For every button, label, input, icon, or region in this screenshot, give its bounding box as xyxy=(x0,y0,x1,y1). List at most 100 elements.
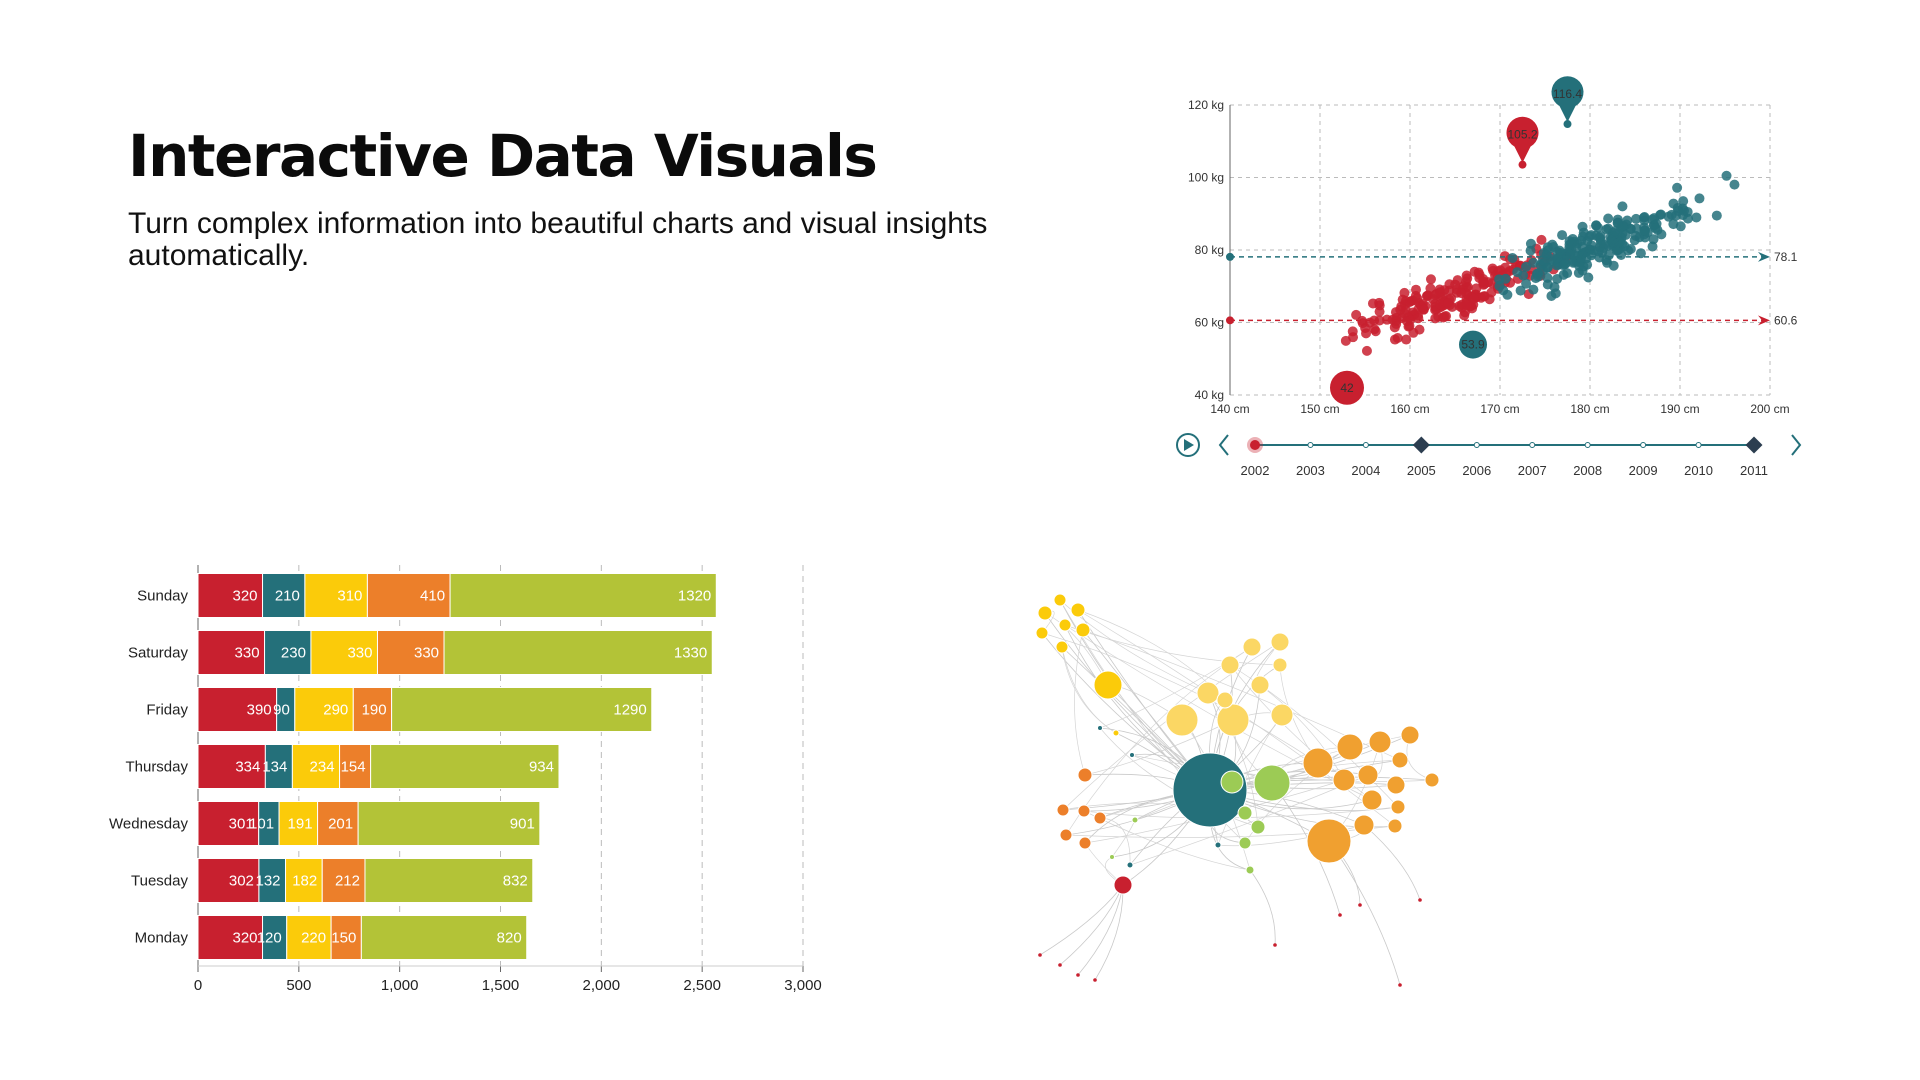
scatter-point[interactable] xyxy=(1649,213,1660,224)
scatter-point[interactable] xyxy=(1361,345,1372,356)
network-node[interactable] xyxy=(1129,752,1135,758)
network-node[interactable] xyxy=(1391,751,1409,769)
scatter-point[interactable] xyxy=(1593,222,1604,233)
scatter-point[interactable] xyxy=(1401,334,1412,345)
min-bubble[interactable] xyxy=(1330,370,1364,405)
bar-segment[interactable] xyxy=(366,573,451,618)
bar-segment[interactable] xyxy=(291,744,341,789)
bar-segment[interactable] xyxy=(197,630,266,675)
network-node[interactable] xyxy=(1237,805,1253,821)
network-node[interactable] xyxy=(1250,819,1266,835)
network-node[interactable] xyxy=(1093,670,1123,700)
bar-segment[interactable] xyxy=(370,744,560,789)
scatter-point[interactable] xyxy=(1347,326,1358,337)
scatter-point[interactable] xyxy=(1595,231,1606,242)
scatter-point[interactable] xyxy=(1586,250,1597,261)
scatter-point[interactable] xyxy=(1635,248,1646,259)
network-node[interactable] xyxy=(1424,772,1440,788)
network-leaf-node[interactable] xyxy=(1338,913,1342,917)
network-node[interactable] xyxy=(1272,657,1288,673)
bar-segment[interactable] xyxy=(357,801,541,846)
scatter-point[interactable] xyxy=(1521,278,1532,289)
scatter-point[interactable] xyxy=(1566,238,1577,249)
timeline-tick[interactable] xyxy=(1307,442,1314,448)
timeline-tick[interactable] xyxy=(1529,442,1536,448)
scatter-point[interactable] xyxy=(1569,250,1580,261)
scatter-point[interactable] xyxy=(1668,198,1679,209)
network-node[interactable] xyxy=(1238,836,1252,850)
bar-segment[interactable] xyxy=(286,915,332,960)
scatter-point[interactable] xyxy=(1507,252,1518,263)
scatter-point[interactable] xyxy=(1389,334,1400,345)
scatter-point[interactable] xyxy=(1444,279,1455,290)
scatter-point[interactable] xyxy=(1682,206,1693,217)
scatter-point[interactable] xyxy=(1668,219,1679,230)
scatter-point[interactable] xyxy=(1609,226,1620,237)
bar-segment[interactable] xyxy=(197,858,260,903)
network-node[interactable] xyxy=(1216,691,1234,709)
network-node[interactable] xyxy=(1113,875,1133,895)
bar-segment[interactable] xyxy=(294,687,354,732)
network-node[interactable] xyxy=(1245,865,1255,875)
network-node[interactable] xyxy=(1400,725,1420,745)
timeline-diamond-marker[interactable] xyxy=(1412,436,1430,454)
network-node[interactable] xyxy=(1368,730,1392,754)
network-node[interactable] xyxy=(1220,655,1240,675)
scatter-point[interactable] xyxy=(1461,300,1472,311)
scatter-point[interactable] xyxy=(1401,316,1412,327)
network-node[interactable] xyxy=(1390,799,1406,815)
network-node[interactable] xyxy=(1059,828,1073,842)
network-node[interactable] xyxy=(1302,747,1334,779)
network-node[interactable] xyxy=(1053,593,1067,607)
scatter-point[interactable] xyxy=(1397,294,1408,305)
network-node[interactable] xyxy=(1336,733,1364,761)
network-node[interactable] xyxy=(1058,618,1072,632)
scatter-point[interactable] xyxy=(1554,245,1565,256)
network-node[interactable] xyxy=(1131,816,1139,824)
bar-segment[interactable] xyxy=(262,573,306,618)
scatter-point[interactable] xyxy=(1640,225,1651,236)
scatter-point[interactable] xyxy=(1586,240,1597,251)
network-node[interactable] xyxy=(1270,632,1290,652)
network-node[interactable] xyxy=(1253,764,1291,802)
scatter-point[interactable] xyxy=(1559,259,1570,270)
scatter-point[interactable] xyxy=(1412,293,1423,304)
network-leaf-node[interactable] xyxy=(1418,898,1422,902)
scatter-point[interactable] xyxy=(1542,262,1553,273)
network-node[interactable] xyxy=(1055,640,1069,654)
network-node[interactable] xyxy=(1332,768,1356,792)
network-node[interactable] xyxy=(1097,725,1103,731)
network-node[interactable] xyxy=(1386,775,1406,795)
scatter-point[interactable] xyxy=(1694,193,1705,204)
network-node[interactable] xyxy=(1216,703,1250,737)
min-bubble[interactable] xyxy=(1459,330,1487,359)
scatter-point[interactable] xyxy=(1478,276,1489,287)
scatter-point[interactable] xyxy=(1361,328,1372,339)
network-node[interactable] xyxy=(1242,637,1262,657)
network-node[interactable] xyxy=(1306,818,1352,864)
scatter-point[interactable] xyxy=(1518,270,1529,281)
scatter-point[interactable] xyxy=(1648,234,1659,245)
scatter-point[interactable] xyxy=(1499,251,1510,262)
stacked-bar-chart[interactable]: 0 500 1,000 1,500 2,000 2,500 3,000 Sunday 320 21… xyxy=(95,555,855,1005)
scatter-point[interactable] xyxy=(1456,288,1467,299)
bar-segment[interactable] xyxy=(278,801,319,846)
bar-segment[interactable] xyxy=(364,858,534,903)
network-leaf-node[interactable] xyxy=(1273,943,1277,947)
scatter-point[interactable] xyxy=(1351,309,1362,320)
scatter-point[interactable] xyxy=(1583,272,1594,283)
max-pin-marker[interactable]: 116.4 xyxy=(1551,76,1584,129)
scatter-point[interactable] xyxy=(1599,239,1610,250)
timeline-diamond-marker[interactable] xyxy=(1745,436,1763,454)
network-node[interactable] xyxy=(1078,836,1092,850)
scatter-point[interactable] xyxy=(1525,238,1536,249)
chevron-left-icon[interactable] xyxy=(1218,434,1229,456)
scatter-point[interactable] xyxy=(1395,304,1406,315)
timeline-tick[interactable] xyxy=(1584,442,1591,448)
bar-segment[interactable] xyxy=(304,573,368,618)
scatter-point[interactable] xyxy=(1729,179,1740,190)
scatter-point[interactable] xyxy=(1639,212,1650,223)
scatter-point[interactable] xyxy=(1542,272,1553,283)
bar-segment[interactable] xyxy=(197,744,266,789)
scatter-point[interactable] xyxy=(1711,210,1722,221)
